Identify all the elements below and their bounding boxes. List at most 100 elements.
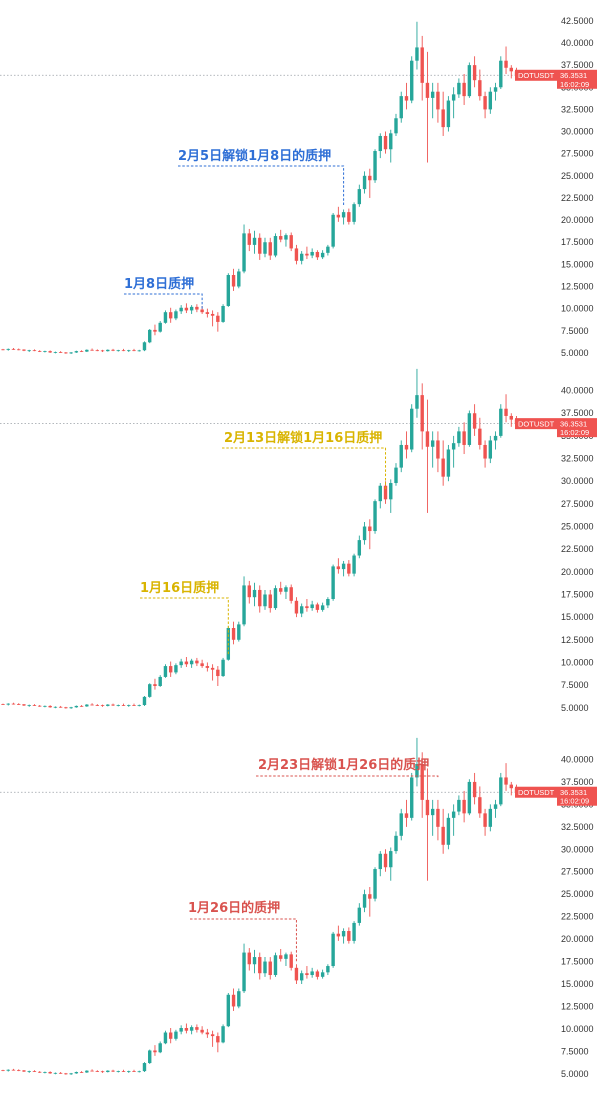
candle [509,413,513,427]
candle [462,422,466,455]
candle [320,602,325,612]
candle [85,1070,89,1073]
candle [273,952,278,977]
candle [17,1069,21,1072]
y-tick-label: 32.5000 [561,454,594,464]
candle [368,168,372,198]
y-tick-label: 7.5000 [561,326,589,336]
candle [368,519,372,550]
candle [11,702,16,705]
candle [268,589,272,613]
candle [336,558,341,574]
candle [116,704,120,707]
chart-panel-3: 5.0000 7.5000 10.0000 12.5000 15.0000 17.5000… [0,731,600,1093]
candle [132,703,136,706]
candle [37,705,42,707]
candle [289,951,293,971]
candle [430,82,435,119]
candle [331,213,335,249]
candle [27,1070,31,1073]
candle [53,1072,58,1075]
candle [205,308,210,318]
y-tick-label: 5.0000 [561,1069,589,1079]
candle [90,703,94,706]
y-tick-label: 37.5000 [561,777,594,787]
candle [472,56,477,88]
chart-panel-2: 5.0000 7.5000 10.0000 12.5000 15.0000 17.5000… [0,365,600,731]
y-tick-label: 37.5000 [561,408,594,418]
candle [305,966,309,979]
candle [237,988,241,1009]
candle [394,831,398,854]
annotation-label: 1月8日质押 [124,276,194,292]
candle [127,1070,131,1073]
candle [242,943,246,993]
candle [362,171,367,194]
candlestick-chart-2: 5.0000 7.5000 10.0000 12.5000 15.0000 17.5000… [0,368,597,713]
candle [111,348,115,352]
candle [347,560,351,577]
candle [231,988,236,1011]
candle [200,659,204,668]
y-tick-label: 10.0000 [561,657,594,667]
annotation-label: 2月23日解锁1月26日的质押 [258,757,429,773]
annotation: 2月13日解锁1月16日质押 [222,430,387,491]
symbol-label: DOTUSDT [518,419,555,428]
annotation: 2月23日解锁1月26日的质押 [256,757,439,778]
candle [116,349,120,352]
candle [195,657,199,667]
candle [85,349,89,353]
candle [509,65,513,79]
candle [383,849,388,872]
candle [499,404,503,438]
candlestick-chart-3: 5.0000 7.5000 10.0000 12.5000 15.0000 17.5000… [0,737,597,1079]
candle [148,1049,152,1064]
candle [457,426,461,447]
candle [420,383,424,450]
countdown-label: 16:02:09 [560,797,589,806]
candle [210,310,215,327]
candle [399,91,403,123]
candle [320,250,325,260]
candle [237,268,241,289]
candle [352,921,356,944]
candle [158,1041,162,1054]
candle [95,704,100,706]
candle [478,69,482,101]
candle [430,799,435,836]
candle [179,658,183,668]
candle [111,1069,115,1073]
candle [221,1024,225,1044]
candle [436,431,440,473]
y-tick-label: 40.0000 [561,754,594,764]
candle [467,779,472,816]
candlestick-chart-1: 5.0000 7.5000 10.0000 12.5000 15.0000 17.5000… [0,16,597,358]
candle [79,350,84,353]
candle [467,62,472,98]
candle [168,661,173,677]
candle [43,350,47,353]
candle [69,1072,73,1075]
candle [53,351,58,354]
candle [247,580,251,604]
candle [394,113,398,136]
candle [441,440,445,486]
candle [263,589,267,610]
symbol-label: DOTUSDT [518,71,555,80]
candle [331,564,335,601]
candle [132,348,136,352]
candle [258,585,262,613]
candle [116,1070,120,1073]
candle [17,348,21,351]
candle [478,786,482,818]
candle [210,664,215,681]
candle [58,351,63,353]
candle [252,230,257,254]
candle [148,683,152,698]
candle [284,585,288,600]
candle [457,795,461,816]
candle [106,704,110,707]
y-tick-label: 20.0000 [561,215,594,225]
candle [106,349,110,352]
candle [32,349,37,352]
